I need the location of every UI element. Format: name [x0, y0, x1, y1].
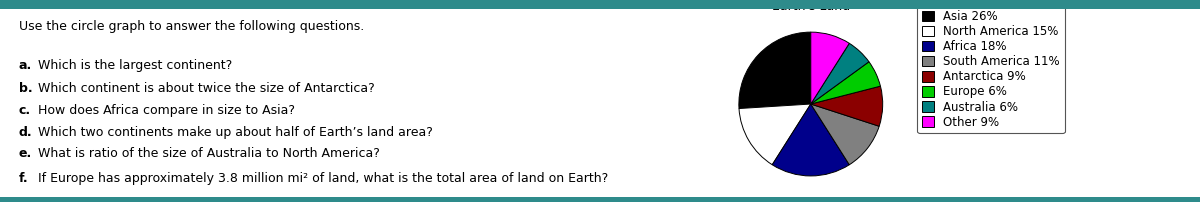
- Text: c.: c.: [19, 104, 31, 117]
- Text: b.: b.: [19, 82, 32, 96]
- Text: d.: d.: [19, 126, 32, 139]
- Text: Which two continents make up about half of Earth’s land area?: Which two continents make up about half …: [34, 126, 433, 139]
- Text: How does Africa compare in size to Asia?: How does Africa compare in size to Asia?: [34, 104, 295, 117]
- Text: f.: f.: [19, 172, 29, 185]
- Text: Use the circle graph to answer the following questions.: Use the circle graph to answer the follo…: [19, 20, 364, 33]
- Wedge shape: [773, 104, 850, 176]
- Text: a.: a.: [19, 59, 32, 72]
- Text: What is ratio of the size of Australia to North America?: What is ratio of the size of Australia t…: [34, 147, 379, 160]
- Legend: Asia 26%, North America 15%, Africa 18%, South America 11%, Antarctica 9%, Europ: Asia 26%, North America 15%, Africa 18%,…: [917, 5, 1064, 134]
- Text: e.: e.: [19, 147, 32, 160]
- Wedge shape: [811, 86, 883, 126]
- Text: Which is the largest continent?: Which is the largest continent?: [34, 59, 232, 72]
- Title: Earth's Land: Earth's Land: [772, 0, 850, 13]
- Wedge shape: [739, 104, 811, 165]
- Wedge shape: [811, 32, 850, 104]
- Wedge shape: [739, 32, 811, 108]
- Wedge shape: [811, 104, 880, 165]
- Text: Which continent is about twice the size of Antarctica?: Which continent is about twice the size …: [34, 82, 374, 96]
- Wedge shape: [811, 62, 881, 104]
- Text: If Europe has approximately 3.8 million mi² of land, what is the total area of l: If Europe has approximately 3.8 million …: [34, 172, 608, 185]
- Wedge shape: [811, 43, 869, 104]
